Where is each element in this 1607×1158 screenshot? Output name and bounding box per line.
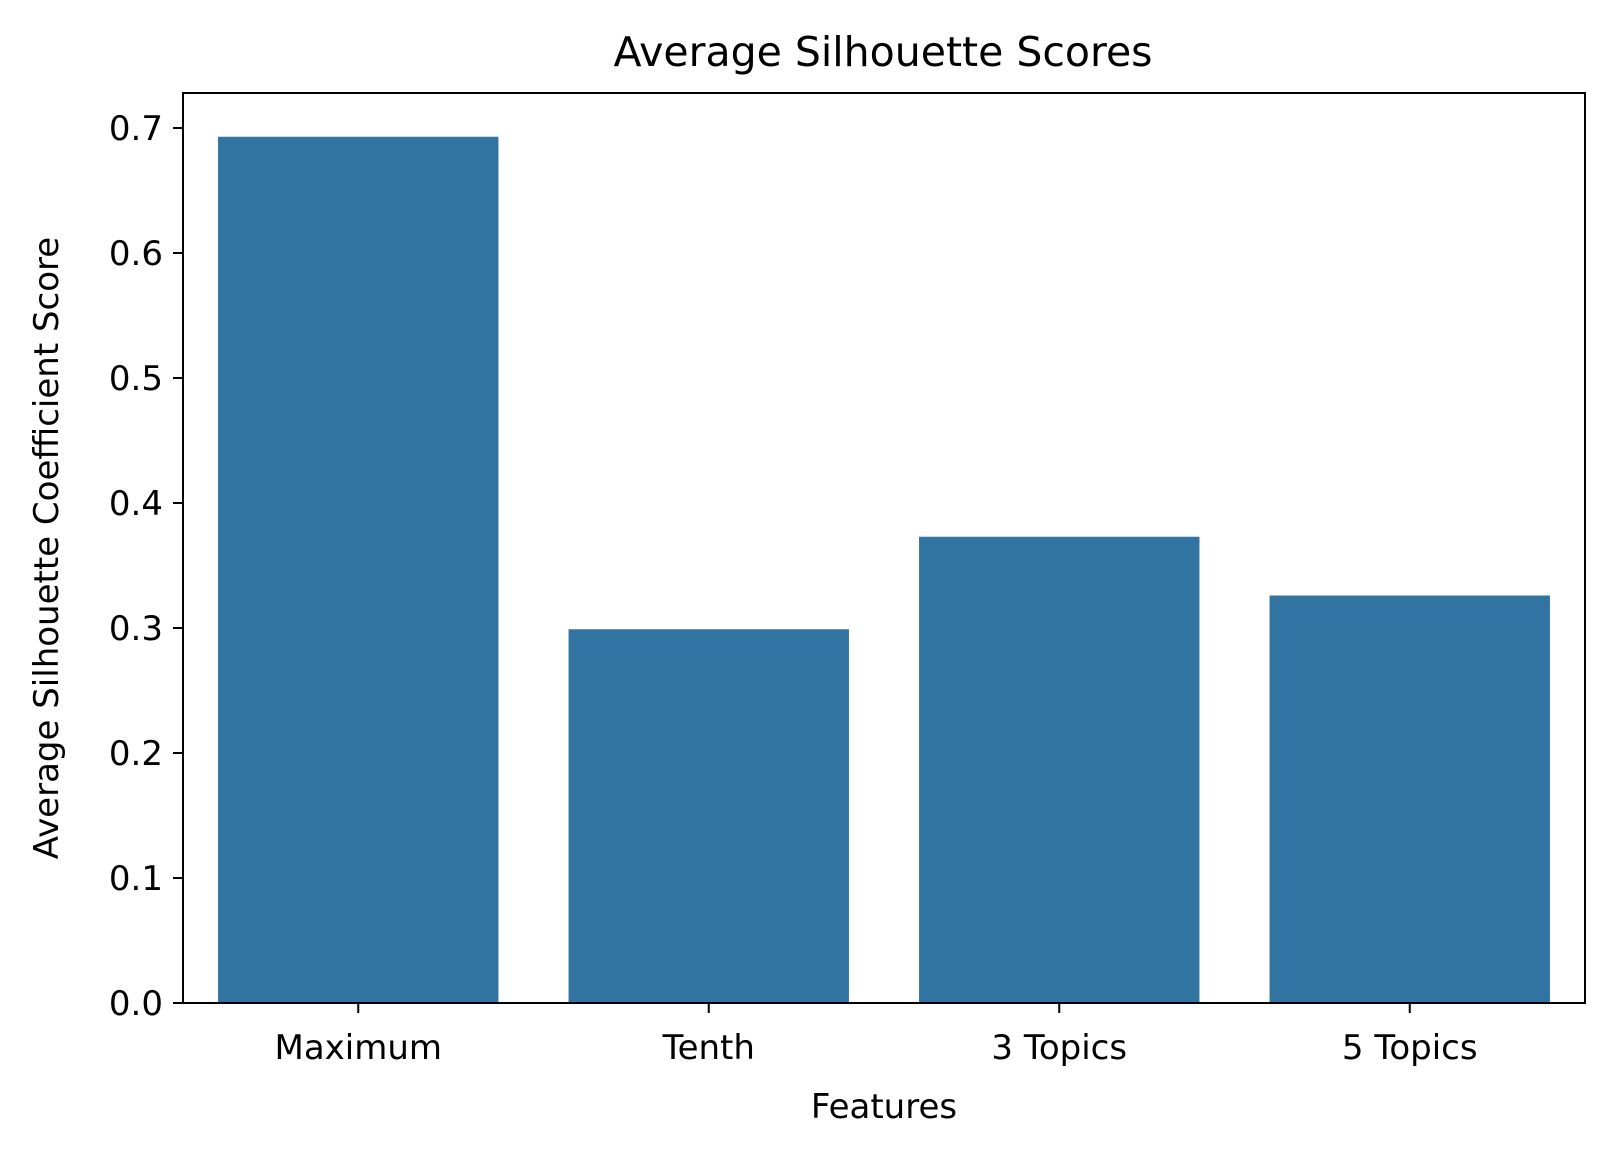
bar-tenth bbox=[568, 629, 849, 1003]
y-axis: 0.0 0.1 0.2 0.3 0.4 0.5 0.6 0.7 bbox=[109, 109, 183, 1024]
x-tick-label: Maximum bbox=[274, 1028, 442, 1068]
y-tick-label: 0.5 bbox=[109, 359, 163, 399]
bars-layer bbox=[218, 136, 1550, 1003]
y-tick-label: 0.2 bbox=[109, 734, 163, 774]
bar-5-topics bbox=[1269, 595, 1550, 1003]
bar-maximum bbox=[218, 136, 499, 1003]
chart-title: Average Silhouette Scores bbox=[613, 28, 1152, 76]
y-tick-label: 0.4 bbox=[109, 484, 163, 524]
bar-3-topics bbox=[919, 536, 1200, 1003]
y-tick-label: 0.0 bbox=[109, 984, 163, 1024]
y-tick-label: 0.7 bbox=[109, 109, 163, 149]
y-tick-label: 0.3 bbox=[109, 609, 163, 649]
x-tick-label: 3 Topics bbox=[991, 1028, 1127, 1068]
y-axis-label: Average Silhouette Coefficient Score bbox=[27, 237, 67, 859]
x-tick-label: 5 Topics bbox=[1342, 1028, 1478, 1068]
x-tick-label: Tenth bbox=[662, 1028, 755, 1068]
y-tick-label: 0.1 bbox=[109, 859, 163, 899]
x-axis-label: Features bbox=[811, 1087, 957, 1127]
y-tick-label: 0.6 bbox=[109, 234, 163, 274]
x-axis: Maximum Tenth 3 Topics 5 Topics bbox=[274, 1003, 1478, 1068]
plot-frame bbox=[182, 92, 1586, 1004]
